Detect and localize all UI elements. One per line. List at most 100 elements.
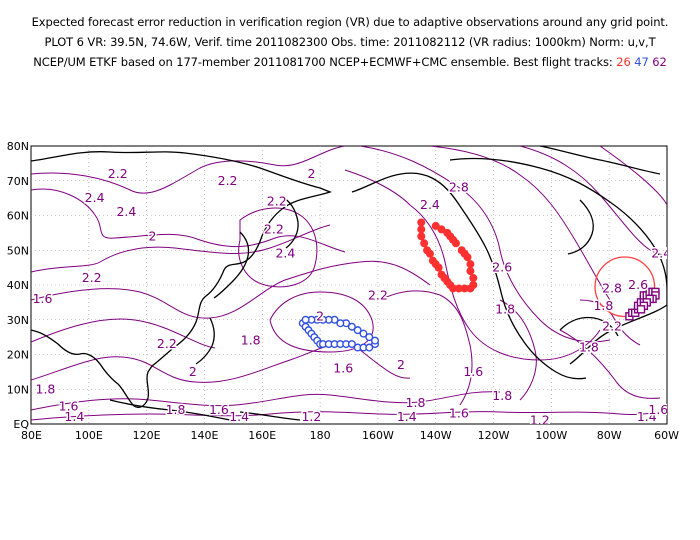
flight-track-26-marker xyxy=(431,221,440,230)
flight-track-26-marker xyxy=(443,228,452,237)
latitude-label: 40N xyxy=(7,279,29,292)
contour-label: 2.8 xyxy=(602,280,622,295)
hudson-bay-coastline xyxy=(567,199,594,255)
flight-track-47-marker xyxy=(347,340,356,349)
kamchatka-coastline xyxy=(279,195,299,249)
contour-line xyxy=(429,146,611,301)
flight-track-26-marker xyxy=(417,232,426,241)
flight-track-62-marker xyxy=(636,305,646,314)
flight-track-26-marker xyxy=(466,267,475,276)
gulf-coastline xyxy=(559,316,619,337)
contour-label: 2.4 xyxy=(275,246,295,261)
contour-label: 2.2 xyxy=(674,169,694,184)
flight-track-47-marker xyxy=(336,319,345,328)
flight-track-47-marker xyxy=(365,343,374,352)
contour-label: 1.4 xyxy=(64,409,84,424)
contour-line xyxy=(359,146,611,343)
track-number-26: 26 xyxy=(616,55,631,69)
contour-label: 1.6 xyxy=(648,402,668,417)
contour-label: 2.2 xyxy=(267,194,287,209)
contour-label: 1.6 xyxy=(463,364,483,379)
coastlines xyxy=(31,146,667,421)
longitude-label: 120W xyxy=(478,429,510,442)
asia-coastline xyxy=(31,151,332,409)
contour-label: 2 xyxy=(397,357,405,372)
contour-labels: 2.22.222.22.22.42.82.42.42.22.42.222.42.… xyxy=(31,164,694,428)
arctic-islands-coastline xyxy=(539,146,661,175)
contour-line xyxy=(31,146,346,194)
contour-label: 1.6 xyxy=(333,360,353,375)
contour-label: 1.2 xyxy=(530,413,550,428)
contour-line xyxy=(379,290,473,406)
alaska-coastline xyxy=(351,172,587,380)
latitude-label: 20N xyxy=(7,349,29,362)
contour-label: 2.4 xyxy=(85,190,105,205)
flight-track-26-marker xyxy=(454,284,463,293)
flight-track-26-marker xyxy=(460,284,469,293)
longitude-label: 80E xyxy=(21,429,42,442)
longitude-label: 180 xyxy=(310,429,331,442)
contour-label: 2.2 xyxy=(368,287,388,302)
contour-line xyxy=(31,409,667,421)
header-line-3: NCEP/UM ETKF based on 177-member 2011081… xyxy=(0,52,700,72)
contour-label: 1.8 xyxy=(406,395,426,410)
contour-label: 1.8 xyxy=(492,388,512,403)
contour-label: 1.8 xyxy=(579,340,599,355)
flight-track-26-marker xyxy=(437,225,446,234)
contour-label: 1.6 xyxy=(59,399,79,414)
contour-label: 2 xyxy=(307,166,315,181)
indonesia-coastline xyxy=(109,399,231,421)
contour-label: 1.6 xyxy=(33,291,53,306)
longitude-label: 100W xyxy=(535,429,567,442)
flight-track-26-marker xyxy=(457,246,466,255)
contour-line xyxy=(559,329,661,399)
flight-tracks xyxy=(298,218,660,352)
contour-label: 2.2 xyxy=(602,319,622,334)
contour-line xyxy=(599,146,667,206)
latitude-label: 80N xyxy=(7,140,29,153)
new-guinea-coastline xyxy=(239,411,301,421)
contour-label: 2.6 xyxy=(628,277,648,292)
contour-line xyxy=(519,146,667,256)
latitude-labels: 80N 70N 60N 50N 40N 30N 20N 10N EQ xyxy=(7,140,30,431)
contour-line xyxy=(31,260,431,319)
contour-label: 1.4 xyxy=(229,409,249,424)
latitude-label: 30N xyxy=(7,314,29,327)
contour-label: 2.2 xyxy=(264,221,284,236)
contour-label: 1.6 xyxy=(209,402,229,417)
flight-track-47-marker xyxy=(359,329,368,338)
contour-label: 2 xyxy=(148,228,156,243)
contour-line xyxy=(579,299,641,346)
contour-label: 2.4 xyxy=(651,246,671,261)
latitude-label: 10N xyxy=(7,383,29,396)
flight-track-26-marker xyxy=(469,274,478,283)
contour-line xyxy=(344,169,601,361)
longitude-label: 100E xyxy=(75,429,103,442)
contour-line xyxy=(31,391,501,411)
contour-line xyxy=(31,318,216,349)
contour-label: 1.4 xyxy=(637,409,657,424)
contour-label: 1.4 xyxy=(397,409,417,424)
flight-track-26-marker xyxy=(469,281,478,289)
japan-coastline xyxy=(213,231,250,299)
contour-line xyxy=(31,224,331,273)
longitude-label: 80W xyxy=(597,429,622,442)
longitude-label: 60W xyxy=(654,429,679,442)
contour-label: 2.4 xyxy=(116,204,136,219)
longitude-label: 120E xyxy=(133,429,161,442)
contour-label: 1.8 xyxy=(36,381,56,396)
contour-label: 1.2 xyxy=(301,409,321,424)
header-line-3-text: NCEP/UM ETKF based on 177-member 2011081… xyxy=(33,55,613,69)
contour-label: 2.2 xyxy=(82,270,102,285)
contour-lines xyxy=(31,146,667,421)
flight-track-47-marker xyxy=(347,322,356,331)
flight-track-47-marker xyxy=(353,326,362,335)
contour-label: 1.8 xyxy=(166,402,186,417)
contour-line xyxy=(31,188,346,253)
flight-track-26-marker xyxy=(425,249,434,258)
header-line-2: PLOT 6 VR: 39.5N, 74.6W, Verif. time 201… xyxy=(44,35,656,49)
north-america-coastline xyxy=(449,157,667,365)
track-number-47: 47 xyxy=(634,55,649,69)
flight-track-26-marker xyxy=(466,260,475,269)
